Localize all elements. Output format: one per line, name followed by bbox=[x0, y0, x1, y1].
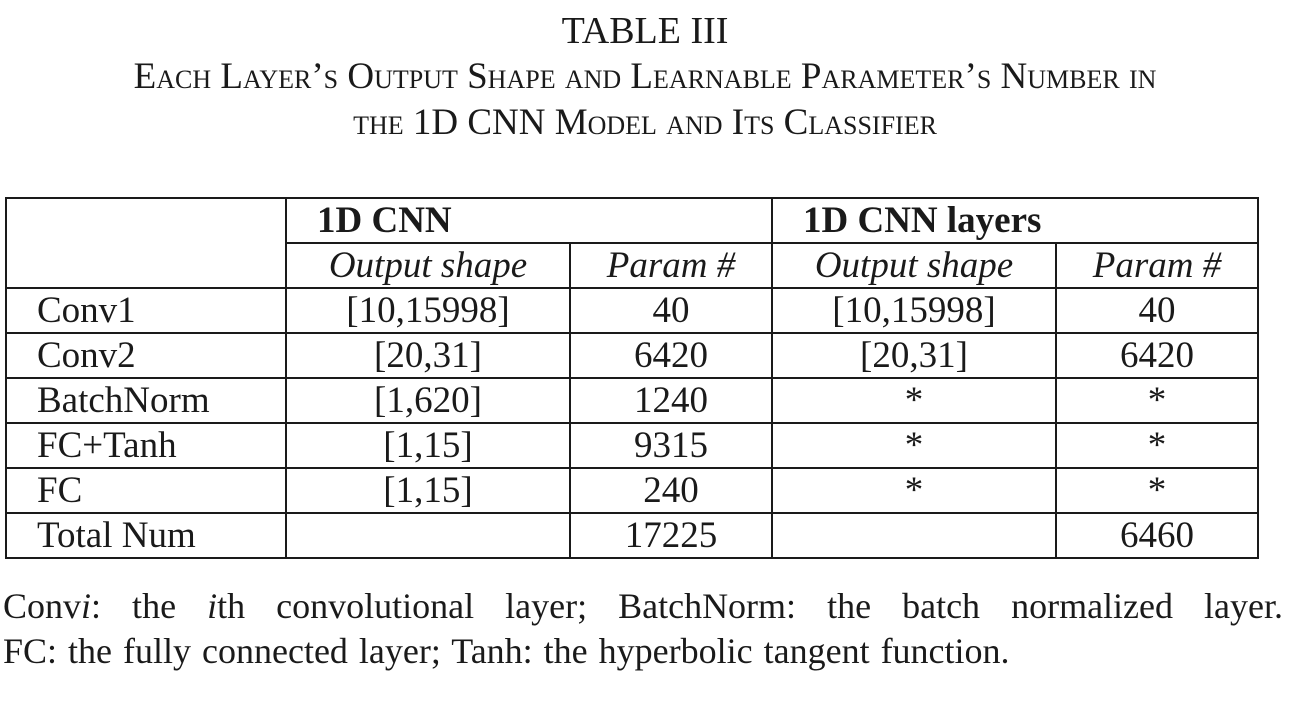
group-header-1d-cnn-layers: 1D CNN layers bbox=[771, 197, 1259, 244]
note-conv-prefix: Conv bbox=[3, 586, 82, 626]
table-number: TABLE III bbox=[561, 10, 729, 52]
row-label: Conv1 bbox=[5, 287, 287, 334]
note-var-i-second: i bbox=[207, 586, 218, 626]
cnn-param: 1240 bbox=[569, 377, 773, 424]
cnn-output-shape: [20,31] bbox=[285, 332, 571, 379]
layers-param: * bbox=[1055, 467, 1259, 514]
layers-param: 6420 bbox=[1055, 332, 1259, 379]
layers-output-shape: * bbox=[771, 422, 1057, 469]
group-header-row: 1D CNN 1D CNN layers bbox=[5, 197, 1259, 244]
row-label: Conv2 bbox=[5, 332, 287, 379]
row-label: FC bbox=[5, 467, 287, 514]
note-var-i: i bbox=[81, 586, 92, 626]
layers-output-shape: [10,15998] bbox=[771, 287, 1057, 334]
note-text-a: : the bbox=[91, 586, 208, 626]
layers-output-shape: * bbox=[771, 467, 1057, 514]
corner-cell-lower bbox=[5, 243, 287, 289]
cnn-output-shape: [1,15] bbox=[285, 422, 571, 469]
table-note-line-1: Convi: the ith convolutional layer; Batc… bbox=[3, 588, 1283, 624]
layers-param: * bbox=[1055, 422, 1259, 469]
table-row: Conv2 [20,31] 6420 [20,31] 6420 bbox=[5, 332, 1259, 379]
sub-header-cnn-output-shape: Output shape bbox=[285, 242, 571, 289]
note-text-b: th convolutional layer; BatchNorm: the b… bbox=[217, 586, 1283, 626]
cnn-output-shape: [10,15998] bbox=[285, 287, 571, 334]
sub-header-cnn-param: Param # bbox=[569, 242, 773, 289]
sub-header-layers-output-shape: Output shape bbox=[771, 242, 1057, 289]
table-note-line-2: FC: the fully connected layer; Tanh: the… bbox=[3, 631, 1010, 671]
table-title-line-1: Each Layer’s Output Shape and Learnable … bbox=[133, 56, 1157, 97]
table-row: FC+Tanh [1,15] 9315 * * bbox=[5, 422, 1259, 469]
table-row: Conv1 [10,15998] 40 [10,15998] 40 bbox=[5, 287, 1259, 334]
cnn-output-shape: [1,15] bbox=[285, 467, 571, 514]
cnn-param: 40 bbox=[569, 287, 773, 334]
group-header-1d-cnn: 1D CNN bbox=[285, 197, 773, 244]
cnn-output-shape: [1,620] bbox=[285, 377, 571, 424]
table-row: BatchNorm [1,620] 1240 * * bbox=[5, 377, 1259, 424]
corner-cell bbox=[5, 197, 287, 243]
layers-output-shape: * bbox=[771, 377, 1057, 424]
layers-param: * bbox=[1055, 377, 1259, 424]
total-cnn-shape-empty bbox=[285, 512, 571, 559]
row-label: BatchNorm bbox=[5, 377, 287, 424]
total-layers-param: 6460 bbox=[1055, 512, 1259, 559]
cnn-param: 240 bbox=[569, 467, 773, 514]
cnn-param: 6420 bbox=[569, 332, 773, 379]
total-row: Total Num 17225 6460 bbox=[5, 512, 1259, 559]
row-label: FC+Tanh bbox=[5, 422, 287, 469]
total-cnn-param: 17225 bbox=[569, 512, 773, 559]
parameter-table: 1D CNN 1D CNN layers Output shape Param … bbox=[5, 197, 1259, 559]
sub-header-row: Output shape Param # Output shape Param … bbox=[5, 242, 1259, 289]
total-label: Total Num bbox=[5, 512, 287, 559]
table-row: FC [1,15] 240 * * bbox=[5, 467, 1259, 514]
layers-output-shape: [20,31] bbox=[771, 332, 1057, 379]
total-layers-shape-empty bbox=[771, 512, 1057, 559]
sub-header-layers-param: Param # bbox=[1055, 242, 1259, 289]
layers-param: 40 bbox=[1055, 287, 1259, 334]
table-title-line-2: the 1D CNN Model and Its Classifier bbox=[353, 102, 937, 143]
cnn-param: 9315 bbox=[569, 422, 773, 469]
